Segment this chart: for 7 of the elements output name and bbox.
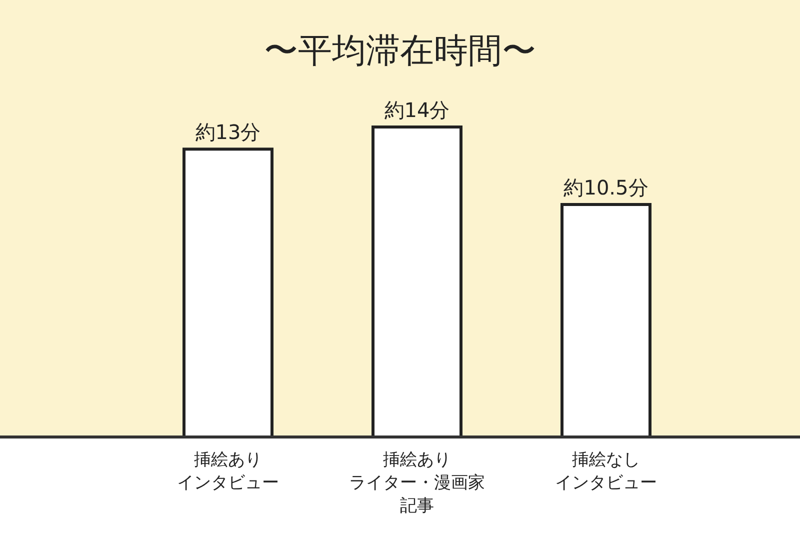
data-label: 約10.5分 (564, 176, 648, 200)
chart-title: 〜平均滞在時間〜 (264, 31, 536, 71)
x-tick-label: 挿絵ありライター・漫画家記事 (348, 449, 486, 518)
x-tick-label: 挿絵ありインタビュー (176, 449, 280, 495)
x-tick-label: 挿絵なしインタビュー (554, 449, 658, 495)
data-label: 約14分 (384, 98, 450, 122)
data-label: 約13分 (195, 120, 261, 144)
